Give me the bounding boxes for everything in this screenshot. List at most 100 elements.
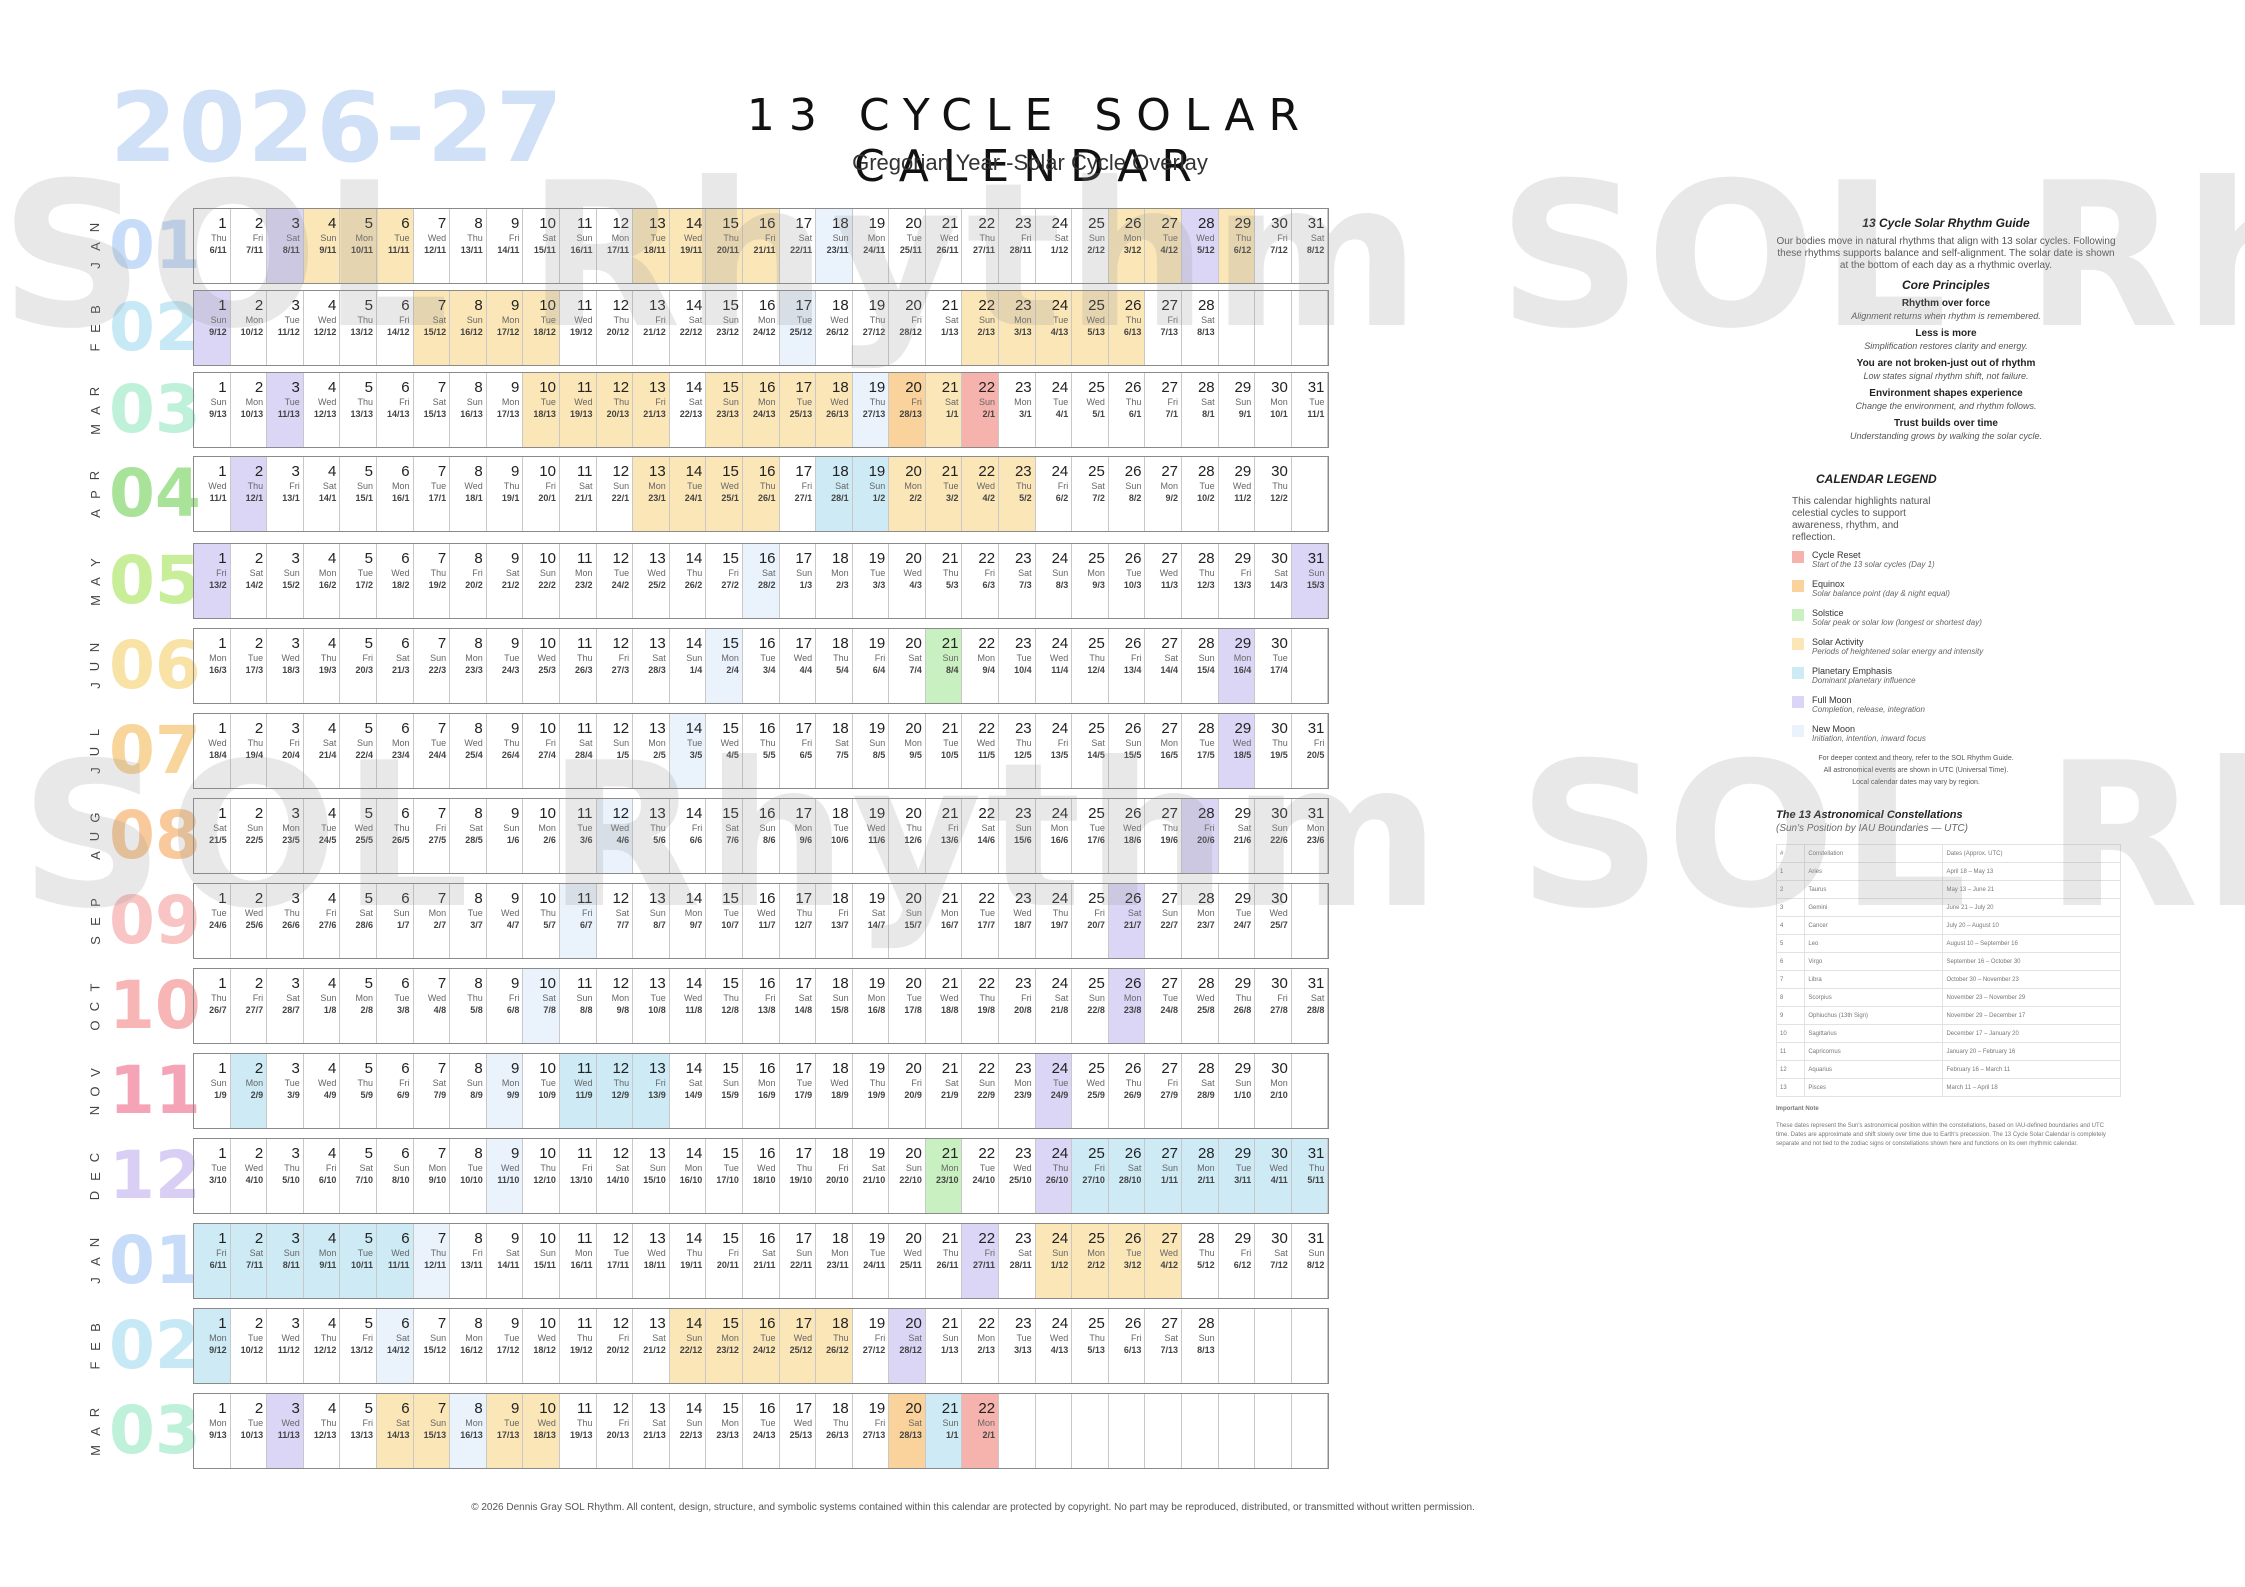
solar-date: 24/10 xyxy=(972,1175,996,1185)
day-number: 22 xyxy=(978,805,996,822)
solar-date: 15/4 xyxy=(1197,665,1215,675)
day-number: 3 xyxy=(291,890,300,907)
day-cell: 23 Mon 23/9 xyxy=(999,1054,1036,1128)
weekday-label: Sun xyxy=(979,315,996,325)
weekday-label: Mon xyxy=(1014,1078,1032,1088)
day-cell: 4 Sat 21/4 xyxy=(304,714,341,788)
solar-date: 1/2 xyxy=(872,493,886,503)
month-days: 1 Fri 13/2 2 Sat 14/2 3 Sun 15/2 4 Mon 16/2 5 Tue 17/2… xyxy=(193,543,1330,619)
solar-date: 2/13 xyxy=(977,1345,996,1355)
day-cell: 6 Sun 1/7 xyxy=(377,884,414,958)
solar-date: 23/6 xyxy=(1306,835,1325,845)
solar-date: 17/6 xyxy=(1087,835,1105,845)
day-number: 28 xyxy=(1197,1060,1215,1077)
day-cell: 15 Mon 23/13 xyxy=(706,1394,743,1468)
day-number: 6 xyxy=(401,720,410,737)
table-cell: 10 xyxy=(1775,1024,1806,1043)
day-number: 29 xyxy=(1234,550,1252,567)
day-number: 26 xyxy=(1124,1060,1142,1077)
day-cell: 18 Wed 26/12 xyxy=(816,291,853,365)
weekday-label: Sun xyxy=(1088,233,1105,243)
solar-date: 28/13 xyxy=(899,409,922,419)
day-cell: 17 Tue 17/9 xyxy=(780,1054,817,1128)
solar-date: 15/13 xyxy=(423,409,447,419)
day-number: 17 xyxy=(795,379,813,396)
day-cell: 23 Tue 3/13 xyxy=(999,1309,1036,1383)
day-number: 29 xyxy=(1234,379,1252,396)
weekday-label: Wed xyxy=(464,481,483,491)
day-number: 14 xyxy=(685,1145,703,1162)
day-number: 7 xyxy=(437,215,447,232)
weekday-label: Sun xyxy=(905,1163,922,1173)
day-cell: 1 Sun 9/12 xyxy=(194,291,231,365)
day-number: 29 xyxy=(1234,805,1252,822)
solar-date: 28/3 xyxy=(648,665,666,675)
day-cell: 3 Wed 11/13 xyxy=(267,1394,304,1468)
day-number: 22 xyxy=(978,1060,996,1077)
weekday-label: Mon xyxy=(648,481,666,491)
day-number: 25 xyxy=(1088,720,1105,737)
day-cell: 18 Wed 18/9 xyxy=(816,1054,853,1128)
weekday-label: Wed xyxy=(1123,823,1142,833)
day-cell: 14 Sun 22/13 xyxy=(670,1394,707,1468)
table-cell: Scorpius xyxy=(1804,988,1944,1007)
solar-date: 13/9 xyxy=(648,1090,666,1100)
day-number: 14 xyxy=(685,720,703,737)
day-number: 17 xyxy=(795,550,813,567)
solar-date: 26/1 xyxy=(757,493,776,503)
solar-date: 28/12 xyxy=(899,327,922,337)
day-number: 21 xyxy=(941,1145,959,1162)
day-cell: 27 Fri 7/13 xyxy=(1145,291,1183,365)
day-cell: 17 Wed 25/13 xyxy=(780,1394,817,1468)
weekday-label: Mon xyxy=(721,1418,739,1428)
day-cell: 4 Fri 27/6 xyxy=(304,884,341,958)
solar-date: 4/7 xyxy=(506,920,520,930)
solar-date: 7/8 xyxy=(543,1005,556,1015)
weekday-label: Fri xyxy=(508,993,520,1003)
weekday-label: Tue xyxy=(284,315,300,325)
day-number: 19 xyxy=(868,720,886,737)
weekday-label: Thu xyxy=(613,397,630,407)
day-cell: 15 Mon 23/12 xyxy=(706,1309,743,1383)
solar-date: 8/12 xyxy=(1306,1260,1325,1270)
solar-date: 18/10 xyxy=(752,1175,776,1185)
day-cell: 24 Sun 1/12 xyxy=(1035,1224,1073,1298)
copyright-footer: © 2026 Dennis Gray SOL Rhythm. All conte… xyxy=(471,1502,1475,1513)
day-cell: 31 Sat 8/12 xyxy=(1292,209,1329,283)
solar-date: 11/7 xyxy=(758,920,776,930)
weekday-label: Thu xyxy=(430,1248,447,1258)
weekday-label: Thu xyxy=(723,993,739,1003)
weekday-label: Fri xyxy=(838,908,849,918)
day-number: 17 xyxy=(795,297,813,314)
solar-date: 8/13 xyxy=(1197,1345,1215,1355)
weekday-label: Fri xyxy=(1057,738,1069,748)
weekday-label: Mon xyxy=(355,993,373,1003)
day-number: 19 xyxy=(868,379,886,396)
weekday-label: Mon xyxy=(501,397,520,407)
solar-date: 2/8 xyxy=(360,1005,373,1015)
day-number: 21 xyxy=(941,805,959,822)
solar-date: 24/6 xyxy=(209,920,227,930)
day-number: 10 xyxy=(539,975,556,992)
day-number: 20 xyxy=(905,1145,922,1162)
weekday-label: Sun xyxy=(466,315,483,325)
solar-date: 15/12 xyxy=(423,327,447,337)
weekday-label: Thu xyxy=(613,1078,630,1088)
day-number: 16 xyxy=(758,550,776,567)
day-cell: 2 Tue 10/12 xyxy=(231,1309,268,1383)
weekday-label: Mon xyxy=(428,1163,447,1173)
day-number: 18 xyxy=(832,975,849,992)
day-cell: 1 Thu 6/11 xyxy=(194,209,231,283)
day-cell: 11 Mon 16/11 xyxy=(560,1224,597,1298)
solar-date: 8/12 xyxy=(1306,245,1325,255)
solar-date: 6/13 xyxy=(1123,1345,1142,1355)
day-number: 25 xyxy=(1088,635,1105,652)
day-number: 18 xyxy=(832,297,849,314)
weekday-label: Thu xyxy=(211,233,227,243)
day-cell: 23 Fri 20/8 xyxy=(999,969,1036,1043)
day-number: 12 xyxy=(612,890,630,907)
weekday-label: Sun xyxy=(539,1248,556,1258)
solar-date: 21/7 xyxy=(1123,920,1142,930)
solar-date: 19/6 xyxy=(1160,835,1179,845)
day-cell: 13 Tue 18/11 xyxy=(633,209,670,283)
